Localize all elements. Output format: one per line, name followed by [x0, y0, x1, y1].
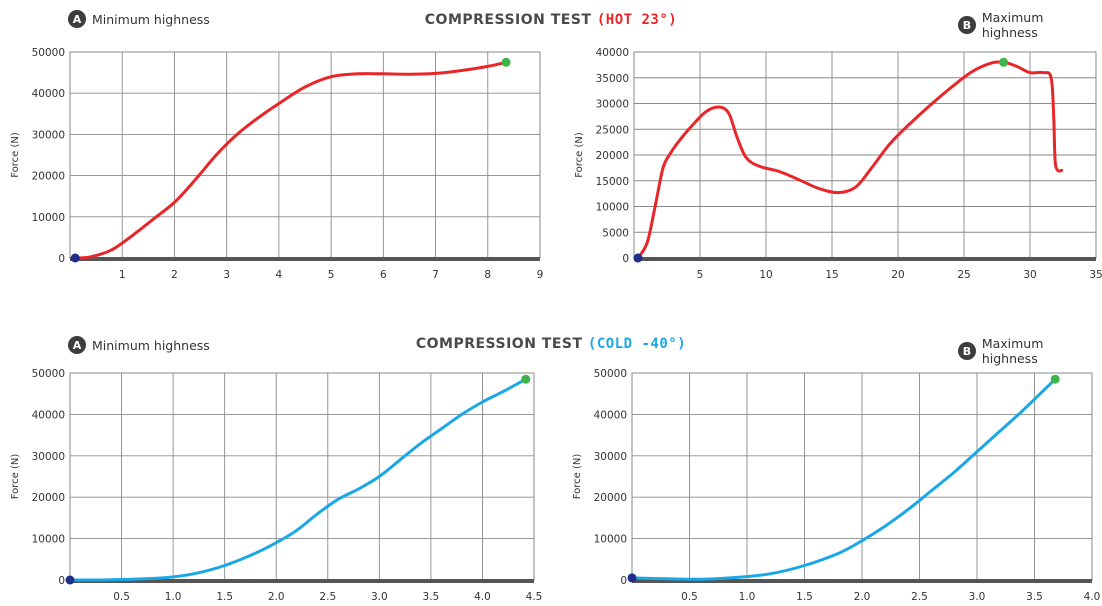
- x-tick-label: 25: [957, 269, 970, 281]
- y-tick-label: 20000: [32, 171, 65, 183]
- y-tick-label: 0: [58, 575, 65, 587]
- end-point-marker: [1050, 374, 1060, 384]
- y-tick-label: 30000: [594, 451, 627, 463]
- x-tick-label: 2.0: [854, 591, 871, 603]
- y-tick-label: 30000: [596, 99, 629, 111]
- y-tick-label: 30000: [32, 451, 65, 463]
- x-tick-label: 8: [484, 269, 491, 281]
- x-tick-label: 1.5: [796, 591, 813, 603]
- badge-letter-icon: B: [958, 16, 976, 34]
- x-tick-label: 20: [891, 269, 904, 281]
- badge-b-cold: B Maximum highness: [958, 336, 1102, 366]
- x-tick-label: 7: [432, 269, 439, 281]
- badge-letter-icon: B: [958, 342, 976, 360]
- x-tick-label: 4.0: [1084, 591, 1101, 603]
- y-tick-label: 50000: [32, 47, 65, 59]
- badge-label: Minimum highness: [92, 337, 210, 353]
- y-tick-label: 10000: [594, 534, 627, 546]
- y-tick-label: 40000: [594, 409, 627, 421]
- y-tick-label: 40000: [32, 409, 65, 421]
- x-tick-label: 3.0: [371, 591, 388, 603]
- end-point-marker: [501, 57, 511, 67]
- y-tick-label: 20000: [596, 150, 629, 162]
- x-tick-label: 9: [537, 269, 544, 281]
- x-tick-label: 0.5: [113, 591, 130, 603]
- y-tick-label: 0: [58, 253, 65, 265]
- series-line: [68, 377, 528, 582]
- y-tick-label: 5000: [602, 227, 629, 239]
- x-tick-label: 30: [1023, 269, 1036, 281]
- x-tick-label: 3.5: [1026, 591, 1043, 603]
- y-tick-label: 20000: [32, 492, 65, 504]
- start-point-marker: [70, 253, 80, 263]
- x-tick-label: 1: [119, 269, 126, 281]
- badge-label: Maximum highness: [981, 336, 1044, 366]
- y-tick-label: 0: [622, 253, 629, 265]
- x-tick-label: 0.5: [681, 591, 698, 603]
- badge-label: Maximum highness: [981, 10, 1044, 40]
- badge-b-hot: B Maximum highness: [958, 10, 1102, 40]
- cold-title-prefix: COMPRESSION TEST: [415, 336, 583, 352]
- hot-title-highlight: (HOT 23°): [596, 12, 678, 28]
- x-tick-label: 2: [171, 269, 178, 281]
- x-tick-label: 3.0: [969, 591, 986, 603]
- start-point-marker: [65, 575, 75, 585]
- y-tick-label: 20000: [594, 492, 627, 504]
- y-axis-label: Force (N): [574, 132, 585, 178]
- x-tick-label: 3.5: [423, 591, 440, 603]
- hot-title-prefix: COMPRESSION TEST: [424, 12, 592, 28]
- series-line: [630, 377, 1057, 581]
- series-line: [73, 60, 508, 260]
- y-tick-label: 35000: [596, 73, 629, 85]
- x-tick-label: 5: [328, 269, 335, 281]
- x-tick-label: 3: [223, 269, 230, 281]
- y-tick-label: 40000: [32, 88, 65, 100]
- x-tick-label: 6: [380, 269, 387, 281]
- x-tick-label: 2.0: [268, 591, 285, 603]
- cold-title-highlight: (COLD -40°): [587, 336, 687, 352]
- x-tick-label: 2.5: [911, 591, 928, 603]
- x-tick-label: 10: [759, 269, 772, 281]
- x-tick-label: 4: [276, 269, 283, 281]
- y-tick-label: 50000: [32, 368, 65, 380]
- hot-test-title: COMPRESSION TEST (HOT 23°): [0, 12, 1102, 28]
- x-tick-label: 4.0: [474, 591, 491, 603]
- x-tick-label: 2.5: [319, 591, 336, 603]
- badge-a-cold: A Minimum highness: [68, 336, 210, 354]
- y-tick-label: 30000: [32, 129, 65, 141]
- x-tick-label: 1.0: [165, 591, 182, 603]
- end-point-marker: [999, 57, 1009, 67]
- x-tick-label: 1.0: [739, 591, 756, 603]
- y-axis-label: Force (N): [10, 132, 21, 178]
- y-tick-label: 10000: [32, 534, 65, 546]
- x-tick-label: 35: [1089, 269, 1102, 281]
- x-tick-label: 15: [825, 269, 838, 281]
- y-tick-label: 15000: [596, 176, 629, 188]
- badge-a-hot: A Minimum highness: [68, 10, 210, 28]
- y-tick-label: 50000: [594, 368, 627, 380]
- end-point-marker: [521, 374, 531, 384]
- y-tick-label: 40000: [596, 47, 629, 59]
- start-point-marker: [633, 253, 643, 263]
- start-point-marker: [627, 573, 637, 583]
- y-tick-label: 10000: [596, 202, 629, 214]
- y-axis-label: Force (N): [10, 454, 21, 500]
- badge-label: Minimum highness: [92, 11, 210, 27]
- badge-letter-icon: A: [68, 336, 86, 354]
- cold-test-title: COMPRESSION TEST (COLD -40°): [0, 336, 1102, 352]
- y-tick-label: 10000: [32, 212, 65, 224]
- y-axis-label: Force (N): [572, 454, 583, 500]
- series-line: [636, 60, 1064, 260]
- x-tick-label: 1.5: [216, 591, 233, 603]
- y-tick-label: 0: [620, 575, 627, 587]
- x-tick-label: 5: [697, 269, 704, 281]
- badge-letter-icon: A: [68, 10, 86, 28]
- x-tick-label: 4.5: [526, 591, 543, 603]
- y-tick-label: 25000: [596, 124, 629, 136]
